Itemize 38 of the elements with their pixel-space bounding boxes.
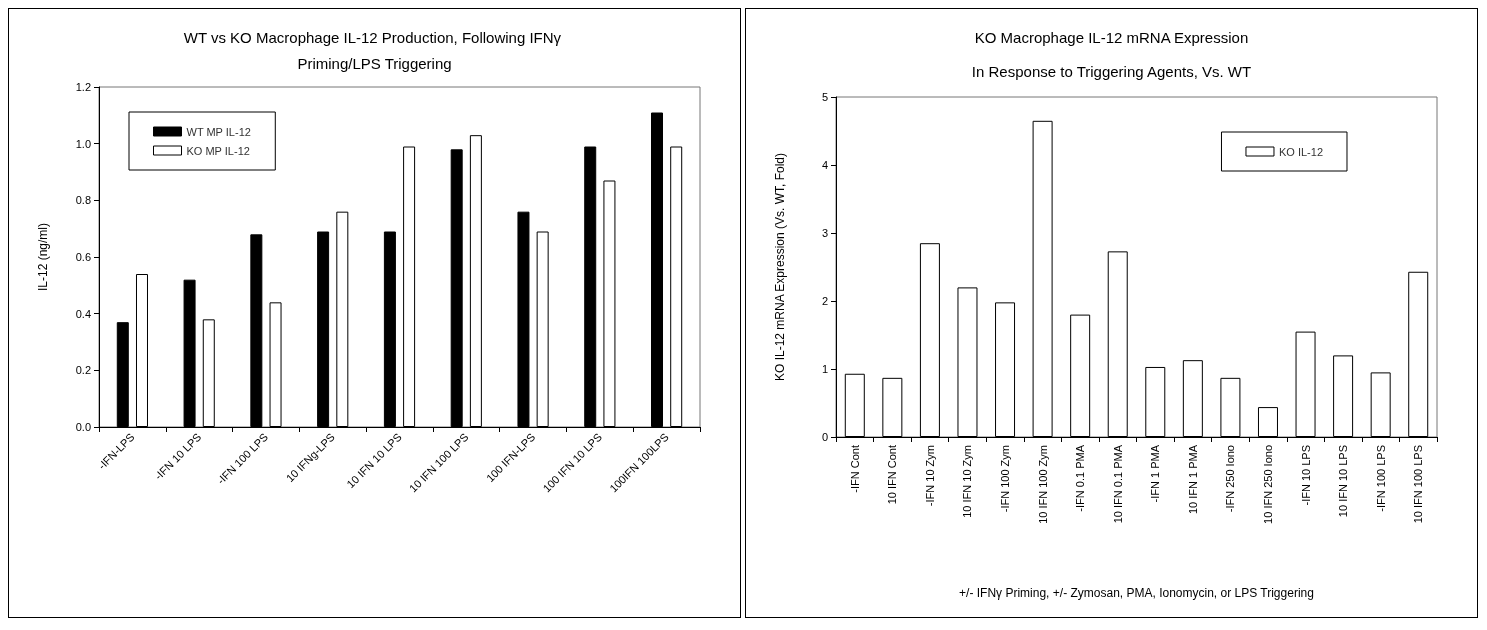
x-tick-label: 10 IFN 100 LPS <box>1412 445 1425 524</box>
y-tick-label: 0.2 <box>75 364 91 377</box>
y-tick-label: 1 <box>821 363 828 375</box>
legend-label: KO MP IL-12 <box>186 144 250 157</box>
y-tick-label: 4 <box>821 159 828 171</box>
y-tick-label: 0.0 <box>75 421 91 433</box>
x-tick-label: 10 IFN 100 Zym <box>1036 445 1049 524</box>
y-tick-label: 0.6 <box>75 251 91 263</box>
legend-label: WT MP IL-12 <box>186 125 251 138</box>
x-tick-label: -IFN 100 Zym <box>999 445 1012 513</box>
y-tick-label: 5 <box>821 91 828 103</box>
x-tick-label: -IFN 0.1 PMA <box>1074 444 1087 512</box>
x-tick-label: -IFN 100 LPS <box>1374 445 1387 512</box>
chart-title: WT vs KO Macrophage IL-12 Production, Following IFNγ Priming/LPS Triggering <box>183 28 566 72</box>
y-axis-title: IL-12 (ng/ml) <box>36 222 50 292</box>
y-tick-label: 0.8 <box>75 194 91 207</box>
x-tick-label: 10 IFN 10 LPS <box>1337 445 1350 518</box>
x-tick-label: -IFN 1 PMA <box>1149 444 1162 503</box>
x-tick-label: -IFN 10 Zym <box>923 445 936 507</box>
x-tick-label: 10 IFN 1 PMA <box>1186 444 1199 515</box>
x-axis-title: +/- IFNγ Priming, +/- Zymosan, PMA, Ionomycin, or LPS Triggering <box>959 586 1314 600</box>
x-tick-label: -IFN 250 Iono <box>1224 445 1237 513</box>
x-tick-label: 10 IFN 10 Zym <box>961 445 974 518</box>
y-tick-label: 0.4 <box>75 307 91 320</box>
x-tick-label: -IFN Cont <box>848 445 861 493</box>
chart-subtitle: In Response to Triggering Agents, Vs. WT <box>971 63 1252 80</box>
legend-label: KO IL-12 <box>1278 145 1324 158</box>
y-tick-label: 2 <box>821 295 828 307</box>
y-tick-label: 3 <box>821 227 828 239</box>
y-tick-label: 1.0 <box>75 137 91 150</box>
x-tick-label: 10 IFN Cont <box>886 445 899 505</box>
x-tick-label: -IFN 10 LPS <box>1299 445 1312 506</box>
chart-title: KO Macrophage IL-12 mRNA Expression <box>974 28 1249 46</box>
x-tick-label: 10 IFN 250 Iono <box>1261 445 1274 524</box>
y-tick-label: 1.2 <box>75 81 91 93</box>
y-axis-title: KO IL-12 mRNA Expression (Vs. WT, Fold) <box>773 152 787 382</box>
x-tick-label: 10 IFN 0.1 PMA <box>1111 444 1124 524</box>
y-tick-label: 0 <box>821 431 828 443</box>
